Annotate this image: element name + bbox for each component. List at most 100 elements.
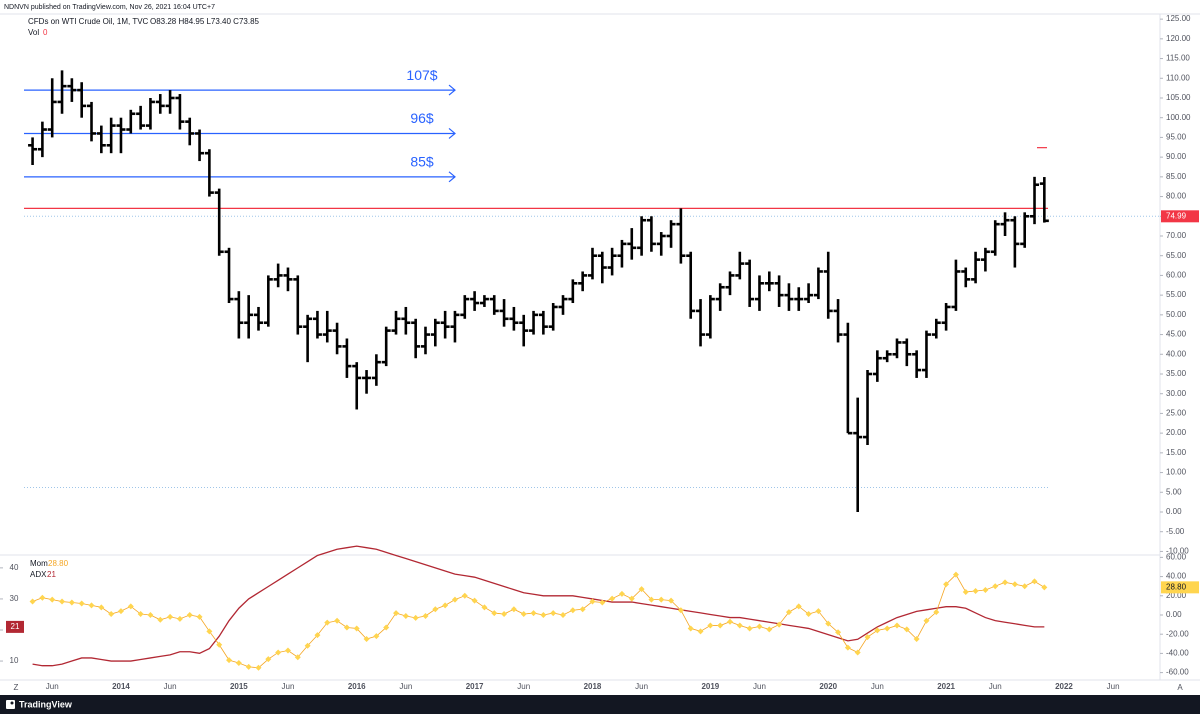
ohlc-bar — [990, 220, 1000, 256]
ohlc-bar — [175, 94, 185, 130]
ohlc-bar — [617, 239, 627, 268]
ohlc-bar — [941, 303, 951, 331]
mom-point — [933, 609, 940, 616]
ohlc-bar — [77, 82, 87, 118]
ohlc-bar — [460, 295, 470, 319]
mom-point — [550, 610, 557, 617]
ohlc-bar — [283, 267, 293, 292]
ohlc-bar — [666, 220, 676, 248]
ohlc-bar — [67, 78, 77, 102]
ohlc-bar — [1010, 216, 1020, 268]
mom-point — [412, 614, 419, 621]
ohlc-bar — [980, 247, 990, 272]
mom-point — [893, 622, 900, 629]
x-tick-label: Jun — [1107, 682, 1120, 691]
x-tick-label: 2015 — [230, 682, 248, 691]
y-tick-label: 0.00 — [1166, 507, 1182, 516]
mom-point — [442, 602, 449, 609]
ohlc-bar — [312, 310, 322, 339]
ohlc-bar — [971, 251, 981, 284]
ohlc-bar — [342, 338, 352, 378]
mom-point — [864, 634, 871, 641]
ohlc-bar — [725, 271, 735, 296]
x-tick-label: Jun — [871, 682, 884, 691]
adx-value-box — [6, 620, 24, 633]
ohlc-bar — [362, 370, 372, 394]
ohlc-bar — [558, 295, 568, 315]
ohlc-bar — [234, 291, 244, 339]
ohlc-bar — [303, 314, 313, 363]
mom-point — [913, 636, 920, 642]
ohlc-bar — [126, 109, 136, 134]
y-tick-label: 20.00 — [1166, 428, 1187, 437]
ohlc-bar — [47, 78, 57, 138]
mom-point — [304, 642, 311, 649]
x-tick-label: Jun — [282, 682, 295, 691]
ohlc-bar — [214, 188, 224, 256]
publish-info: NDNVN published on TradingView.com, Nov … — [4, 4, 215, 11]
ohlc-bar — [863, 370, 873, 445]
ohlc-bar — [902, 338, 912, 367]
mom-point — [206, 628, 213, 635]
mom-point — [383, 624, 390, 631]
y-tick-label: 125.00 — [1166, 14, 1191, 23]
mom-point — [815, 608, 822, 615]
level-label: 85$ — [410, 154, 434, 170]
y-tick-label: -10.00 — [1166, 547, 1189, 556]
y-tick-label: 105.00 — [1166, 93, 1191, 102]
corner-right[interactable]: A — [1177, 683, 1183, 692]
mom-point — [491, 610, 498, 617]
mom-point — [658, 596, 665, 603]
mom-point — [992, 583, 999, 590]
mom-point — [98, 604, 105, 611]
ohlc-bar — [715, 283, 725, 311]
ohlc-bar — [155, 94, 165, 114]
mom-point — [363, 636, 370, 642]
ohlc-bar — [411, 318, 421, 359]
ohlc-bar — [28, 137, 38, 166]
mom-point — [216, 641, 223, 648]
mom-point — [157, 616, 164, 623]
y-tick-label: 120.00 — [1166, 34, 1191, 43]
ohlc-bar — [1039, 177, 1049, 223]
ohlc-bar — [195, 129, 205, 162]
mom-point — [1021, 583, 1028, 590]
ohlc-bar — [705, 295, 715, 339]
mom-point — [343, 624, 350, 631]
y-tick-label: 35.00 — [1166, 369, 1187, 378]
ohlc-bar — [440, 310, 450, 339]
ohlc-bar — [961, 267, 971, 288]
ohlc-bar — [371, 354, 381, 386]
mom-legend: Mom — [30, 559, 48, 568]
mom-point — [756, 623, 763, 630]
ohlc-bar — [794, 287, 804, 311]
mom-point — [176, 615, 183, 622]
volume-label: Vol — [28, 28, 39, 37]
ohlc-bar — [57, 70, 67, 114]
mom-point — [923, 617, 930, 624]
mom-point — [432, 606, 439, 613]
mom-point — [353, 625, 360, 632]
y-tick-label: 5.00 — [1166, 487, 1182, 496]
x-tick-label: Jun — [399, 682, 412, 691]
last-price-label: 74.99 — [1166, 211, 1187, 220]
mom-point — [589, 598, 596, 605]
y-tick-label: 95.00 — [1166, 133, 1187, 142]
mom-point — [776, 621, 783, 628]
corner-left[interactable]: Z — [14, 683, 19, 692]
ohlc-bar — [686, 251, 696, 319]
mom-point — [314, 632, 321, 639]
mom-point — [884, 625, 891, 632]
ohlc-bar — [96, 125, 106, 154]
ohlc-bar — [1030, 176, 1040, 225]
mom-point — [972, 587, 979, 594]
mom-point — [618, 590, 625, 597]
ohlc-bar — [322, 310, 332, 343]
y2-tick-label: 60.00 — [1166, 552, 1187, 561]
level-arrow — [448, 171, 456, 183]
ohlc-bar — [882, 350, 892, 363]
mom-point — [451, 596, 458, 603]
x-tick-label: Jun — [517, 682, 530, 691]
mom-point — [373, 633, 380, 640]
